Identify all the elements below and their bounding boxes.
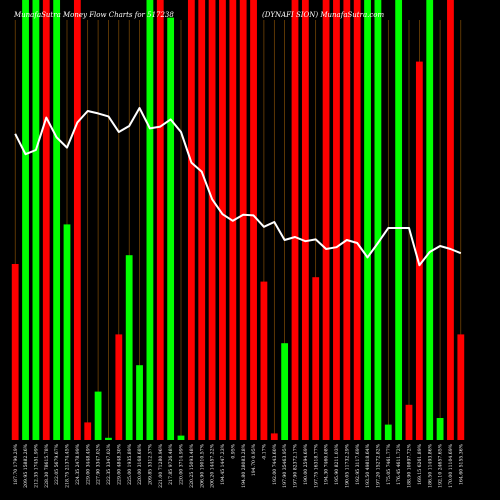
x-tick-label: 206.90 19010.57%: [199, 443, 205, 487]
bar: [364, 0, 371, 440]
bar: [250, 0, 257, 440]
x-tick-label: 0.95%: [230, 443, 236, 458]
x-tick-label: 217.85 9726.48%: [168, 443, 174, 485]
price-line: [14, 107, 462, 267]
x-tick-label: 229.00 4848.30%: [116, 443, 122, 485]
x-tick-label: 222.35 3347.02%: [106, 443, 112, 485]
chart-title-right: (DYNAFI SION) MunafaSutra.com: [262, 11, 384, 19]
x-tick-label: 197.90 35463.95%: [282, 443, 288, 487]
bar: [239, 0, 247, 440]
bar: [426, 0, 434, 440]
bar: [198, 0, 206, 440]
x-tick-label: 190.05 11732.29%: [344, 443, 350, 487]
bar: [395, 0, 403, 440]
bar: [73, 0, 81, 440]
bar: [94, 391, 102, 440]
x-tick-label: 220.00 3714.99%: [179, 443, 185, 485]
price-line-group: [14, 107, 462, 267]
bar: [405, 404, 413, 440]
x-tick-label: 169.15 6261.89%: [417, 443, 423, 485]
bar: [312, 277, 320, 440]
bar: [343, 0, 351, 440]
x-tick-labels: 187.70 1790.29% 209.95 15882.26% 212.35 17…: [13, 443, 465, 487]
bar: [333, 0, 340, 440]
bars: [11, 0, 465, 441]
x-tick-label: 200.20 14457.22%: [210, 443, 216, 487]
bar: [208, 0, 216, 440]
x-tick-label: 197.20 15272.82%: [376, 443, 382, 487]
x-tick-label: 209.85 3312.37%: [148, 443, 154, 485]
x-tick-label: 192.95 3117.69%: [355, 443, 361, 485]
bar: [115, 334, 123, 440]
x-tick-label: -0.17%: [262, 443, 268, 460]
x-tick-label: 197.75 16318.77%: [313, 443, 319, 487]
x-tick-label: 228.30 78615.78%: [44, 443, 50, 487]
bar: [322, 0, 330, 440]
bar: [11, 264, 19, 440]
bar: [125, 255, 133, 440]
x-tick-label: 192.00 7443.60%: [272, 443, 278, 485]
x-tick-label: 229.00 3448.49%: [85, 443, 91, 485]
bar: [156, 0, 164, 440]
bar: [301, 0, 309, 441]
bar: [447, 0, 454, 440]
x-tick-label: 212.35 17451.99%: [34, 443, 40, 487]
bar: [177, 435, 185, 440]
x-tick-label: 190.00 2594.69%: [303, 443, 309, 485]
bar: [353, 0, 361, 440]
x-tick-label: 176.45 4611.72%: [396, 443, 402, 485]
x-tick-label: 195.90 8211.03%: [334, 443, 340, 485]
x-tick-label: 224.35 2478.99%: [75, 443, 81, 485]
x-tick-label: 194.80 28083.28%: [241, 443, 247, 487]
x-tick-label: 187.70 1790.29%: [13, 443, 19, 485]
x-tick-label: 170.00 11104.69%: [448, 443, 454, 487]
x-tick-label: 186.50 11493.86%: [427, 443, 433, 487]
x-tick-label: 221.00 71280.96%: [158, 443, 164, 487]
x-tick-label: 220.25 15093.48%: [189, 443, 195, 487]
bar: [436, 418, 444, 440]
bar: [84, 422, 92, 440]
x-tick-label: 194.45 1447.23%: [220, 443, 226, 485]
x-tick-label: 222.05 5679.67%: [54, 443, 60, 485]
bar: [270, 433, 278, 440]
x-tick-label: 194.30 7460.08%: [324, 443, 330, 485]
x-tick-label: 175.05 7461.77%: [386, 443, 392, 485]
bar: [291, 0, 299, 440]
x-tick-label: 164.60 5155.36%: [458, 443, 464, 485]
x-tick-label: 194.70 0.95%: [251, 443, 257, 476]
x-tick-label: 218.75 21374.45%: [65, 443, 71, 487]
x-tick-label: 227.90 3347.02%: [96, 443, 102, 485]
bar: [167, 17, 175, 440]
bar: [42, 0, 50, 440]
bar: [136, 365, 143, 440]
bar: [105, 437, 112, 440]
x-tick-label: 197.90 82372.17%: [293, 443, 299, 487]
bar: [260, 281, 268, 440]
x-tick-label: 220.00 3168.68%: [137, 443, 143, 485]
bar: [374, 0, 382, 440]
x-tick-label: 192.10 24657.65%: [438, 443, 444, 487]
bar: [457, 334, 465, 440]
bar: [146, 0, 154, 440]
chart-title-left: MunafaSutra Money Flow Charts for 517238: [13, 11, 174, 19]
bar: [415, 61, 423, 440]
bar: [384, 424, 392, 440]
bar: [187, 0, 195, 440]
bar: [63, 224, 71, 440]
x-tick-label: 209.95 15882.26%: [23, 443, 29, 487]
bar: [22, 0, 29, 440]
x-tick-label: 225.00 1935.89%: [127, 443, 133, 485]
bar: [32, 0, 40, 440]
bar: [281, 343, 289, 440]
bar: [53, 0, 61, 440]
x-tick-label: 188.90 10897.72%: [407, 443, 413, 487]
x-tick-label: 193.50 49818.64%: [365, 443, 371, 487]
bar: [219, 0, 226, 440]
